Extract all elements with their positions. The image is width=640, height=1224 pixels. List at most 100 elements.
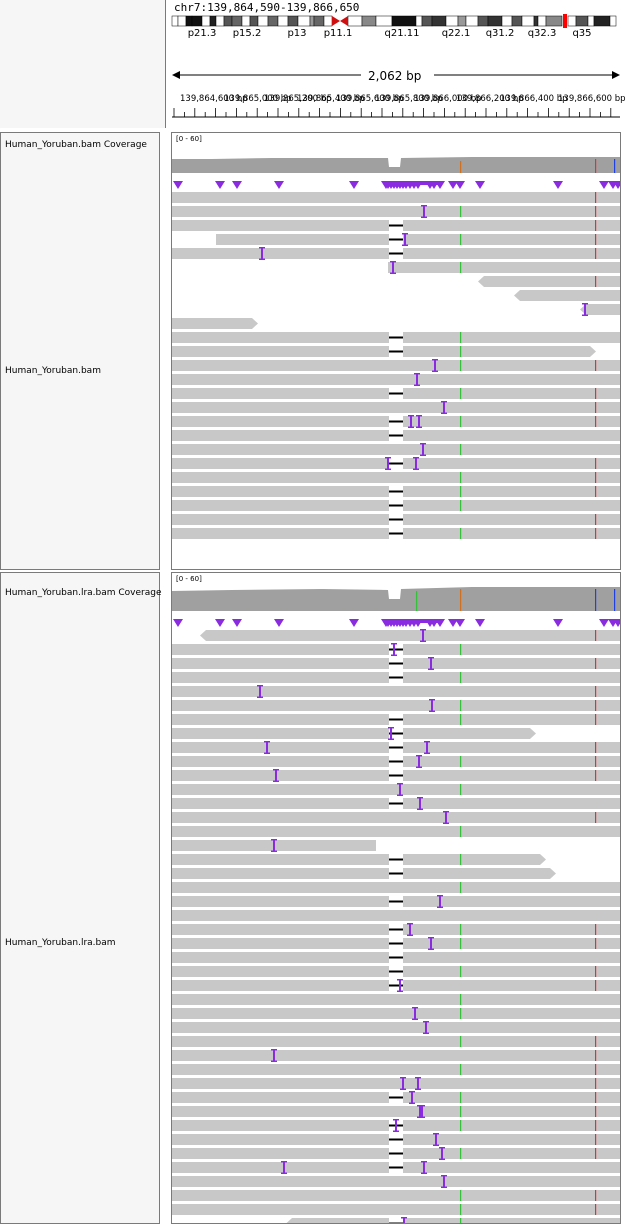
insertion-cap bbox=[433, 1133, 439, 1135]
mismatch-base bbox=[595, 1050, 597, 1061]
insertion-marker bbox=[434, 359, 436, 372]
band-label: q35 bbox=[572, 28, 591, 39]
locus-label[interactable]: chr7:139,864,590-139,866,650 bbox=[174, 1, 360, 14]
ideogram-band bbox=[323, 15, 333, 27]
insertion-marker bbox=[584, 303, 586, 316]
mismatch-base bbox=[595, 630, 597, 641]
insertion-cap bbox=[409, 1102, 415, 1104]
mismatch-base bbox=[460, 1008, 462, 1019]
ideogram-band bbox=[587, 15, 595, 27]
read bbox=[172, 360, 620, 371]
band-label: q32.3 bbox=[528, 28, 557, 39]
read bbox=[172, 346, 596, 357]
track1-data-pane[interactable]: [0 - 60] bbox=[171, 132, 621, 570]
track1-coverage-name[interactable]: Human_Yoruban.bam Coverage bbox=[5, 140, 147, 150]
ideogram-band bbox=[287, 15, 299, 27]
insertion-marker bbox=[421, 1105, 423, 1118]
track2-name-pane[interactable]: Human_Yoruban.lra.bam Coverage Human_Yor… bbox=[0, 572, 162, 1224]
coverage-variant-mark bbox=[416, 591, 418, 611]
mismatch-base bbox=[460, 714, 462, 725]
track2-alignments[interactable] bbox=[172, 573, 621, 1224]
mismatch-base bbox=[460, 1036, 462, 1047]
insertion-cap bbox=[397, 783, 403, 785]
insertion-marker bbox=[422, 443, 424, 456]
read bbox=[172, 728, 536, 739]
ruler-tick-label: 139,864,600 bp bbox=[180, 94, 248, 104]
insertion-summary-marker bbox=[599, 619, 609, 627]
chromosome-ideogram[interactable]: p21.3 p15.2 p13 p11.1 q21.11 q22.1 q31.2 q32.3 q… bbox=[166, 0, 640, 128]
mismatch-base bbox=[595, 1148, 597, 1159]
mismatch-base bbox=[595, 658, 597, 669]
mismatch-base bbox=[595, 416, 597, 427]
ruler-tick-label: 139,865,800 bp bbox=[375, 94, 443, 104]
mismatch-base bbox=[460, 882, 462, 893]
ideogram-band bbox=[309, 15, 315, 27]
insertion-cap bbox=[397, 990, 403, 992]
mismatch-base bbox=[460, 332, 462, 343]
insertion-summary-marker bbox=[349, 181, 359, 189]
insertion-marker bbox=[399, 783, 401, 796]
mismatch-base bbox=[460, 472, 462, 483]
ruler-tick-label: 139,866,600 bp bbox=[558, 94, 626, 104]
track2-data-pane[interactable]: [0 - 60] bbox=[171, 572, 621, 1224]
mismatch-base bbox=[460, 994, 462, 1005]
insertion-cluster-bar bbox=[386, 181, 442, 185]
insertion-cap bbox=[420, 443, 426, 445]
track1-alignments[interactable] bbox=[172, 133, 621, 570]
track1-alignment-name[interactable]: Human_Yoruban.bam bbox=[5, 366, 101, 376]
insertion-cap bbox=[437, 906, 443, 908]
mismatch-base bbox=[595, 514, 597, 525]
insertion-marker bbox=[273, 1049, 275, 1062]
ideogram-band bbox=[267, 15, 279, 27]
insertion-cap bbox=[421, 216, 427, 218]
mismatch-base bbox=[460, 206, 462, 217]
mismatch-base bbox=[595, 938, 597, 949]
insertion-marker bbox=[392, 261, 394, 274]
insertion-marker bbox=[445, 811, 447, 824]
mismatch-base bbox=[595, 528, 597, 539]
header-data-pane: chr7:139,864,590-139,866,650 p21.3 p15.2 p… bbox=[166, 0, 640, 128]
insertion-cluster-bar bbox=[386, 619, 442, 623]
mismatch-base bbox=[460, 1106, 462, 1117]
insertion-summary-marker bbox=[455, 181, 465, 189]
ideogram-band bbox=[501, 15, 513, 27]
insertion-marker bbox=[409, 923, 411, 936]
mismatch-base bbox=[595, 1092, 597, 1103]
ruler-tick-label: 139,865,000 bp bbox=[224, 94, 292, 104]
insertion-marker bbox=[259, 685, 261, 698]
mismatch-base bbox=[460, 486, 462, 497]
insertion-cap bbox=[281, 1172, 287, 1174]
read bbox=[200, 630, 620, 641]
insertion-cap bbox=[257, 685, 263, 687]
ideogram-band bbox=[277, 15, 289, 27]
insertion-cap bbox=[408, 415, 414, 417]
mismatch-base bbox=[460, 938, 462, 949]
read bbox=[172, 686, 620, 697]
ideogram-band bbox=[609, 15, 617, 27]
insertion-marker bbox=[435, 1133, 437, 1146]
ideogram-band bbox=[533, 15, 539, 27]
insertion-cap bbox=[264, 752, 270, 754]
track1-name-pane[interactable]: Human_Yoruban.bam Coverage Human_Yoruban… bbox=[0, 132, 160, 570]
insertion-cap bbox=[388, 727, 394, 729]
centromere-left bbox=[332, 16, 340, 26]
mismatch-base bbox=[595, 1190, 597, 1201]
ruler-tick-label: 139,866,200 bp bbox=[456, 94, 524, 104]
insertion-cap bbox=[439, 1147, 445, 1149]
mismatch-base bbox=[595, 966, 597, 977]
mismatch-base bbox=[595, 1064, 597, 1075]
ruler-tick-label: 139,866,400 bp bbox=[500, 94, 568, 104]
ideogram-band bbox=[191, 15, 203, 27]
insertion-cap bbox=[259, 258, 265, 260]
mismatch-base bbox=[595, 742, 597, 753]
ideogram-band bbox=[361, 15, 377, 27]
read bbox=[172, 1050, 620, 1061]
mismatch-base bbox=[460, 500, 462, 511]
insertion-cap bbox=[412, 1007, 418, 1009]
insertion-cap bbox=[407, 934, 413, 936]
insertion-summary-marker bbox=[274, 619, 284, 627]
track2-alignment-name[interactable]: Human_Yoruban.lra.bam bbox=[5, 938, 116, 948]
insertion-marker bbox=[423, 1161, 425, 1174]
track2-coverage-name[interactable]: Human_Yoruban.lra.bam Coverage bbox=[5, 588, 162, 598]
insertion-marker bbox=[414, 1007, 416, 1020]
